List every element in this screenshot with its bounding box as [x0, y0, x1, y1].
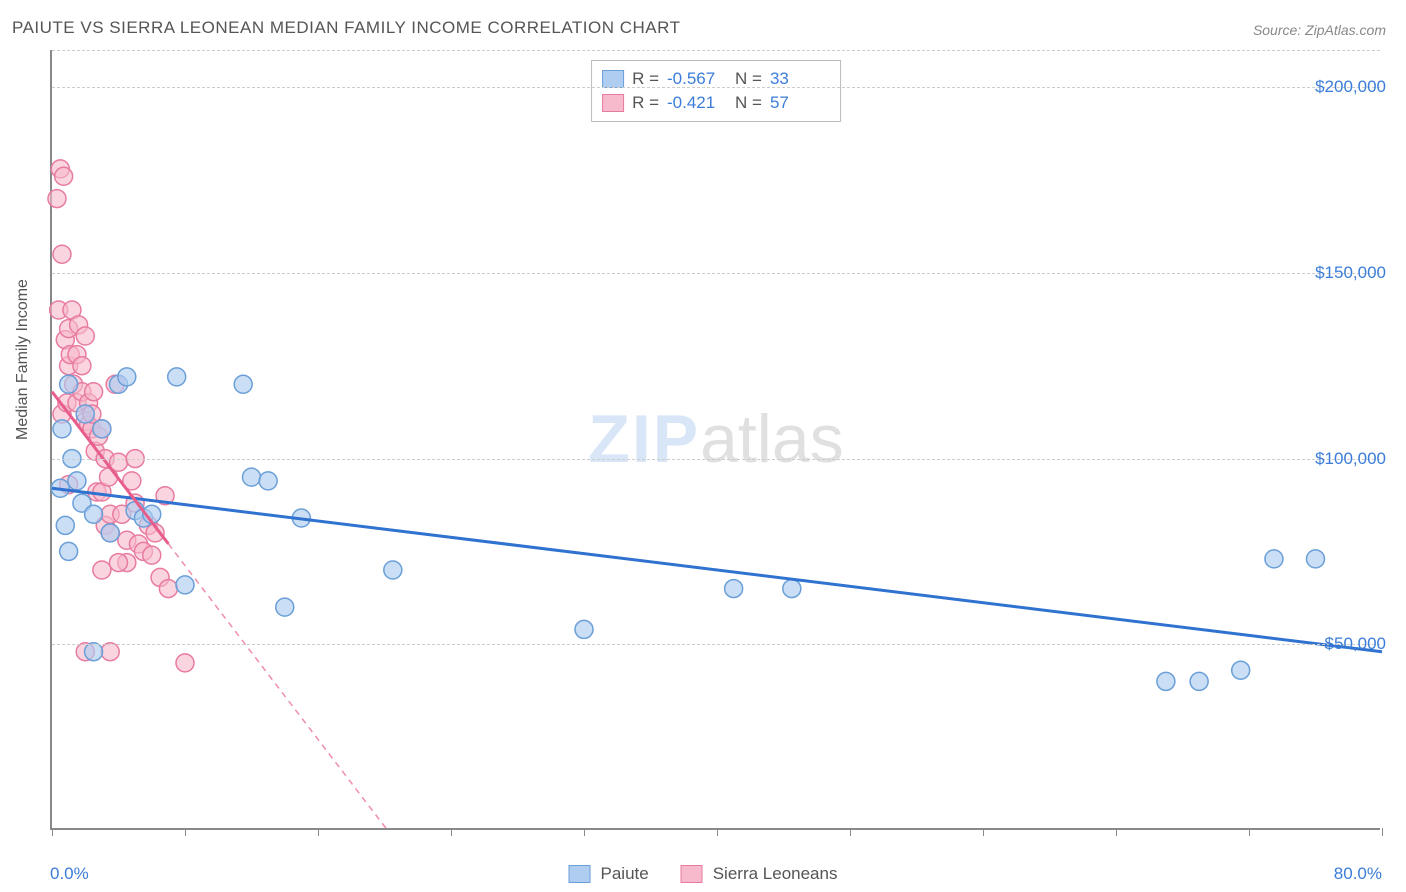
swatch-sierra [602, 94, 624, 112]
stats-box: R = -0.567 N = 33 R = -0.421 N = 57 [591, 60, 841, 122]
bottom-legend: Paiute Sierra Leoneans [569, 864, 838, 884]
chart-svg [52, 50, 1380, 828]
x-tick [318, 828, 319, 836]
n-label: N = [735, 93, 762, 113]
gridline-h [52, 644, 1380, 645]
n-label: N = [735, 69, 762, 89]
legend-swatch-paiute [569, 865, 591, 883]
legend-swatch-sierra [681, 865, 703, 883]
chart-container: PAIUTE VS SIERRA LEONEAN MEDIAN FAMILY I… [0, 0, 1406, 892]
gridline-h [52, 459, 1380, 460]
source-attribution: Source: ZipAtlas.com [1253, 22, 1386, 38]
x-tick [1382, 828, 1383, 836]
x-tick [584, 828, 585, 836]
y-tick-label: $200,000 [1315, 77, 1386, 97]
r-label: R = [632, 93, 659, 113]
stats-row-sierra: R = -0.421 N = 57 [602, 91, 830, 115]
x-max-label: 80.0% [1334, 864, 1382, 884]
y-tick-label: $50,000 [1325, 634, 1386, 654]
x-tick [1116, 828, 1117, 836]
n-value-sierra: 57 [770, 93, 830, 113]
x-tick [850, 828, 851, 836]
gridline-h [52, 87, 1380, 88]
r-value-sierra: -0.421 [667, 93, 727, 113]
x-tick [1249, 828, 1250, 836]
chart-title: PAIUTE VS SIERRA LEONEAN MEDIAN FAMILY I… [12, 18, 681, 38]
x-tick [185, 828, 186, 836]
x-tick [983, 828, 984, 836]
y-axis-label: Median Family Income [14, 279, 32, 440]
n-value-paiute: 33 [770, 69, 830, 89]
gridline-h [52, 273, 1380, 274]
x-tick [451, 828, 452, 836]
y-tick-label: $150,000 [1315, 263, 1386, 283]
gridline-h [52, 50, 1380, 51]
x-tick [717, 828, 718, 836]
legend-label-sierra: Sierra Leoneans [713, 864, 838, 884]
x-tick [52, 828, 53, 836]
swatch-paiute [602, 70, 624, 88]
x-min-label: 0.0% [50, 864, 89, 884]
y-tick-label: $100,000 [1315, 449, 1386, 469]
legend-label-paiute: Paiute [601, 864, 649, 884]
r-label: R = [632, 69, 659, 89]
plot-area: ZIPatlas R = -0.567 N = 33 R = -0.421 N … [50, 50, 1380, 830]
r-value-paiute: -0.567 [667, 69, 727, 89]
